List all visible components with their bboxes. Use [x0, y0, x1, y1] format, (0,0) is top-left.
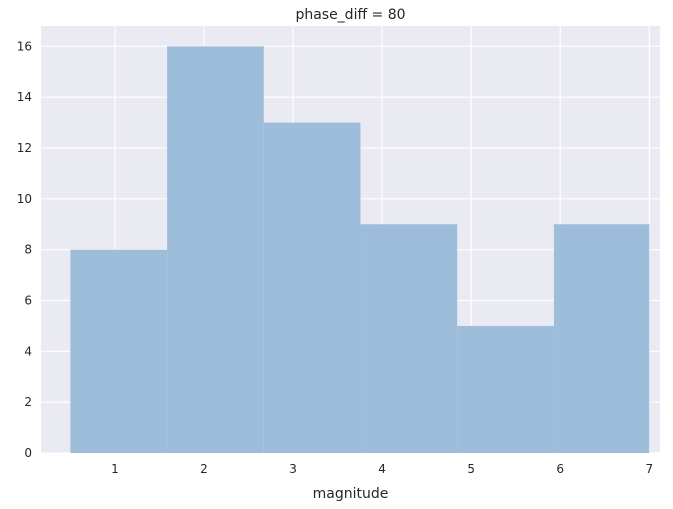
- histogram-bar: [457, 325, 554, 453]
- x-axis-title: magnitude: [313, 486, 389, 502]
- y-tick-label: 4: [24, 344, 32, 358]
- histogram-bar: [553, 224, 650, 453]
- y-tick-label: 6: [24, 294, 32, 308]
- y-tick-label: 8: [24, 243, 32, 257]
- histogram-bar: [263, 122, 361, 453]
- x-tick-label: 1: [111, 462, 119, 476]
- y-tick-labels: 0 2 4 6 8 10 12 14 16: [17, 39, 32, 460]
- y-tick-label: 12: [17, 141, 32, 155]
- x-tick-label: 7: [645, 462, 653, 476]
- histogram-bar: [167, 46, 264, 453]
- y-tick-label: 14: [17, 90, 32, 104]
- y-tick-label: 10: [17, 192, 32, 206]
- histogram-bar: [70, 249, 168, 453]
- bars: [70, 46, 650, 453]
- x-tick-label: 4: [378, 462, 386, 476]
- x-tick-labels: 1 2 3 4 5 6 7: [111, 462, 653, 476]
- y-tick-label: 16: [17, 39, 32, 53]
- chart-title: phase_diff = 80: [295, 7, 405, 23]
- x-tick-label: 5: [467, 462, 475, 476]
- x-tick-label: 6: [556, 462, 564, 476]
- histogram-bar: [360, 224, 458, 453]
- y-tick-label: 0: [24, 446, 32, 460]
- x-tick-label: 2: [200, 462, 208, 476]
- y-tick-label: 2: [24, 395, 32, 409]
- x-tick-label: 3: [289, 462, 297, 476]
